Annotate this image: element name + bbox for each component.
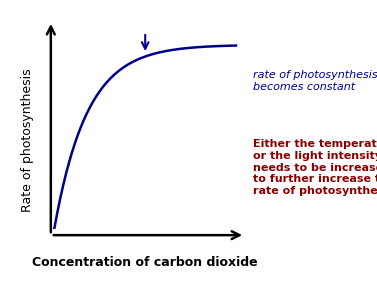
Text: Either the temperature
or the light intensity
needs to be increased
to further i: Either the temperature or the light inte… <box>253 139 377 196</box>
Text: rate of photosynthesis
becomes constant: rate of photosynthesis becomes constant <box>253 70 377 92</box>
Text: Rate of photosynthesis: Rate of photosynthesis <box>21 68 34 212</box>
Text: Concentration of carbon dioxide: Concentration of carbon dioxide <box>32 256 258 269</box>
